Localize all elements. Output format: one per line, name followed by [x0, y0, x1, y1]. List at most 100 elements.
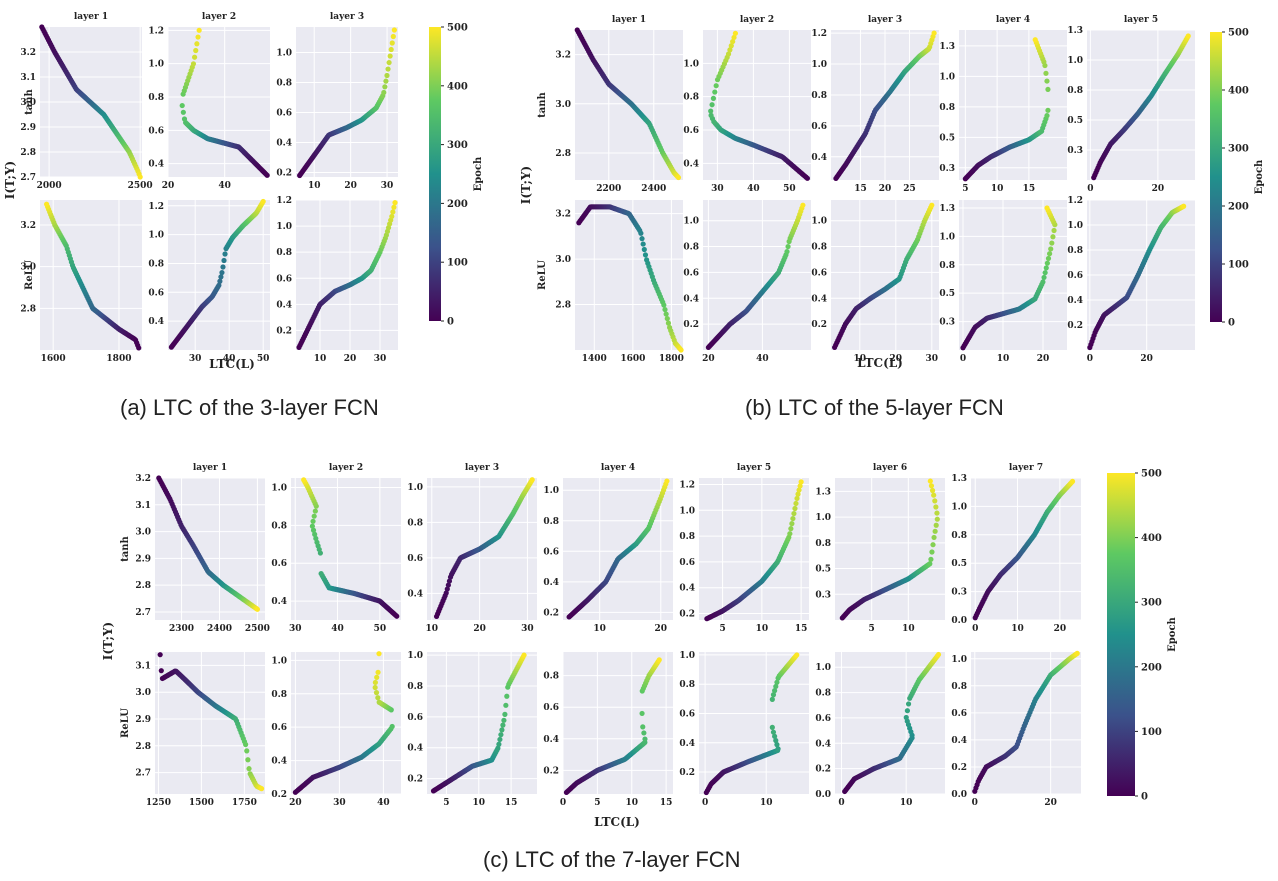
g1-r1-c1-point: [784, 249, 790, 255]
g2-xlabel: LTC(L): [594, 815, 640, 829]
g2-r0-c2-ytick-0: 0.4: [407, 589, 423, 599]
g1-r1-c4-ytick-0: 0.2: [1067, 321, 1083, 331]
g1-r0-c1-points: [708, 30, 811, 181]
g1-r1-c0-ytick-1: 3.0: [555, 255, 571, 265]
g2-r1-c3-xtick-0: 0: [560, 798, 566, 808]
g2-r0-c0-ytick-1: 2.8: [135, 581, 151, 591]
g2-r0-c6-ytick-0: 0.0: [951, 616, 967, 626]
g0-r0-c1-point: [180, 109, 186, 115]
g2-r1-c1-points: [292, 651, 395, 795]
g2-r1-c6-xtick-1: 20: [1044, 798, 1057, 808]
g2-r0-c1-point: [313, 535, 319, 542]
g2-r0-c3-ytick-2: 0.6: [543, 547, 559, 557]
g0-r0-c2-ytick-3: 0.8: [276, 79, 292, 89]
g2-r1-c3-point: [641, 730, 647, 736]
g1-r1-c4-xtick-1: 20: [1140, 354, 1153, 364]
g1-r0-c0-ytick-0: 2.8: [555, 149, 571, 159]
g2-r0-c4-ytick-4: 1.0: [679, 506, 695, 516]
g1-r0-c3-point: [1044, 78, 1050, 84]
g2-r1-c3-xtick-2: 10: [625, 798, 638, 808]
g2-r1-c1-point: [372, 684, 378, 691]
g2-r1-c1-bg: [291, 652, 401, 794]
g2-r1-c0-point: [157, 652, 163, 658]
g0-r0-c1-ytick-4: 1.2: [148, 26, 164, 36]
g2-r0-c1-xtick-1: 40: [331, 624, 344, 634]
g1-r0-c3-point: [1032, 37, 1038, 43]
g2-r1-c4-point: [772, 688, 778, 694]
g2-r1-c2-point: [503, 702, 509, 708]
g2-r1-c0-xtick-0: 1250: [146, 798, 171, 808]
g2-r0-c0-point: [254, 606, 261, 612]
g2-r0-c5-point: [928, 556, 934, 562]
g1-r0-c2-ytick-3: 1.0: [811, 60, 827, 70]
g1-r1-c0-xtick-2: 1800: [659, 354, 684, 364]
g2-r1-c5-ytick-5: 1.0: [815, 663, 831, 673]
g0-r0-c2-points: [297, 27, 397, 179]
g0-r0-c1-point: [191, 54, 198, 60]
g2-r0-c2-xtick-2: 30: [521, 624, 534, 634]
g2-r1-c0-ytick-0: 2.7: [135, 769, 151, 779]
g1-r0-c1-ytick-3: 1.0: [683, 59, 699, 69]
g1-r1-c0-ytick-2: 3.2: [555, 210, 571, 220]
g0-row-label-0: tanh: [24, 88, 35, 114]
g2-r0-c4-point: [792, 505, 798, 512]
g2-r0-c4-ytick-5: 1.2: [679, 480, 695, 490]
g2-r1-c2-point: [498, 732, 504, 738]
g2-r1-c3-xtick-1: 5: [594, 798, 600, 808]
g2-r1-c4-point: [773, 737, 779, 744]
g2-r1-c0-point: [258, 786, 265, 792]
g2-r1-c2-point: [497, 736, 503, 743]
g0-r0-c2-point: [384, 72, 390, 79]
g1-r0-c4-points: [1091, 33, 1191, 181]
g1-r0-c3-ytick-2: 0.8: [939, 103, 955, 113]
g2-r1-c0-ytick-1: 2.8: [135, 742, 151, 752]
g0-r1-c0-xtick-0: 1600: [41, 354, 66, 364]
g1-r1-c0-xtick-0: 1400: [582, 354, 607, 364]
g2-ylabel: I(T;Y): [101, 622, 115, 660]
g0-r0-c0-ytick-0: 2.7: [20, 173, 36, 183]
g2-r0-c2-point: [445, 582, 451, 588]
g2-r1-c4-point: [772, 733, 778, 739]
g2-r0-c5-ytick-1: 0.5: [815, 565, 831, 575]
g1-r0-c4-xtick-1: 20: [1152, 184, 1165, 194]
g1-r1-c3-point: [1040, 279, 1046, 285]
g2-r0-c5-ytick-4: 1.3: [815, 487, 831, 497]
g2-r1-c0-point: [244, 748, 250, 754]
g0-r1-c1-xtick-0: 30: [189, 354, 202, 364]
cb-c-bar: [1107, 473, 1135, 796]
g2-r0-c4-ytick-0: 0.2: [679, 610, 695, 620]
cb-c-tick-0: 0: [1141, 792, 1148, 803]
g2-r1-c2-ytick-1: 0.4: [407, 744, 423, 754]
g2-r0-c2-point: [446, 578, 453, 584]
g2-r1-c3-ytick-0: 0.2: [543, 766, 559, 776]
g2-r1-c4-ytick-3: 0.8: [679, 680, 695, 690]
g2-r1-c3-xtick-3: 15: [660, 798, 673, 808]
g2-r1-c2-point: [502, 711, 508, 717]
g2-r1-c0-bg: [155, 652, 265, 794]
g1-r0-c1-point: [730, 38, 736, 45]
cb-c-tick-4: 400: [1141, 533, 1162, 544]
g0-r0-c2-point: [390, 33, 396, 40]
g1-r1-c1-ytick-1: 0.4: [683, 294, 699, 304]
g1-r1-c0-point: [678, 347, 684, 353]
g2-r1-c5-xtick-0: 0: [838, 798, 844, 808]
g2-r1-c2-bg: [427, 652, 537, 794]
g2-r1-c2-points: [430, 652, 527, 794]
g2-r0-c4-ytick-2: 0.6: [679, 558, 695, 568]
g2-r0-c0-ytick-0: 2.7: [135, 608, 151, 618]
g2-r0-c4-point: [795, 491, 801, 497]
g1-r1-c2-ytick-1: 0.4: [811, 294, 827, 304]
g1-r1-c1-ytick-4: 1.0: [683, 217, 699, 227]
g2-r0-c4-point: [789, 521, 795, 527]
g2-r0-c5-point: [927, 561, 933, 567]
g0-r0-c2-xtick-2: 30: [381, 181, 394, 191]
g2-r1-c2-ytick-4: 1.0: [407, 651, 423, 661]
g1-r1-c2-ytick-2: 0.6: [811, 268, 827, 278]
g2-r1-c4-xtick-1: 10: [760, 798, 773, 808]
g1-r0-c4-point: [1185, 33, 1191, 39]
g1-r1-c0-point: [664, 315, 670, 322]
g0-r0-c2-ytick-0: 0.2: [276, 169, 292, 179]
g1-r0-c3-xtick-0: 5: [962, 184, 968, 194]
g2-r1-c5-xtick-1: 10: [900, 798, 913, 808]
